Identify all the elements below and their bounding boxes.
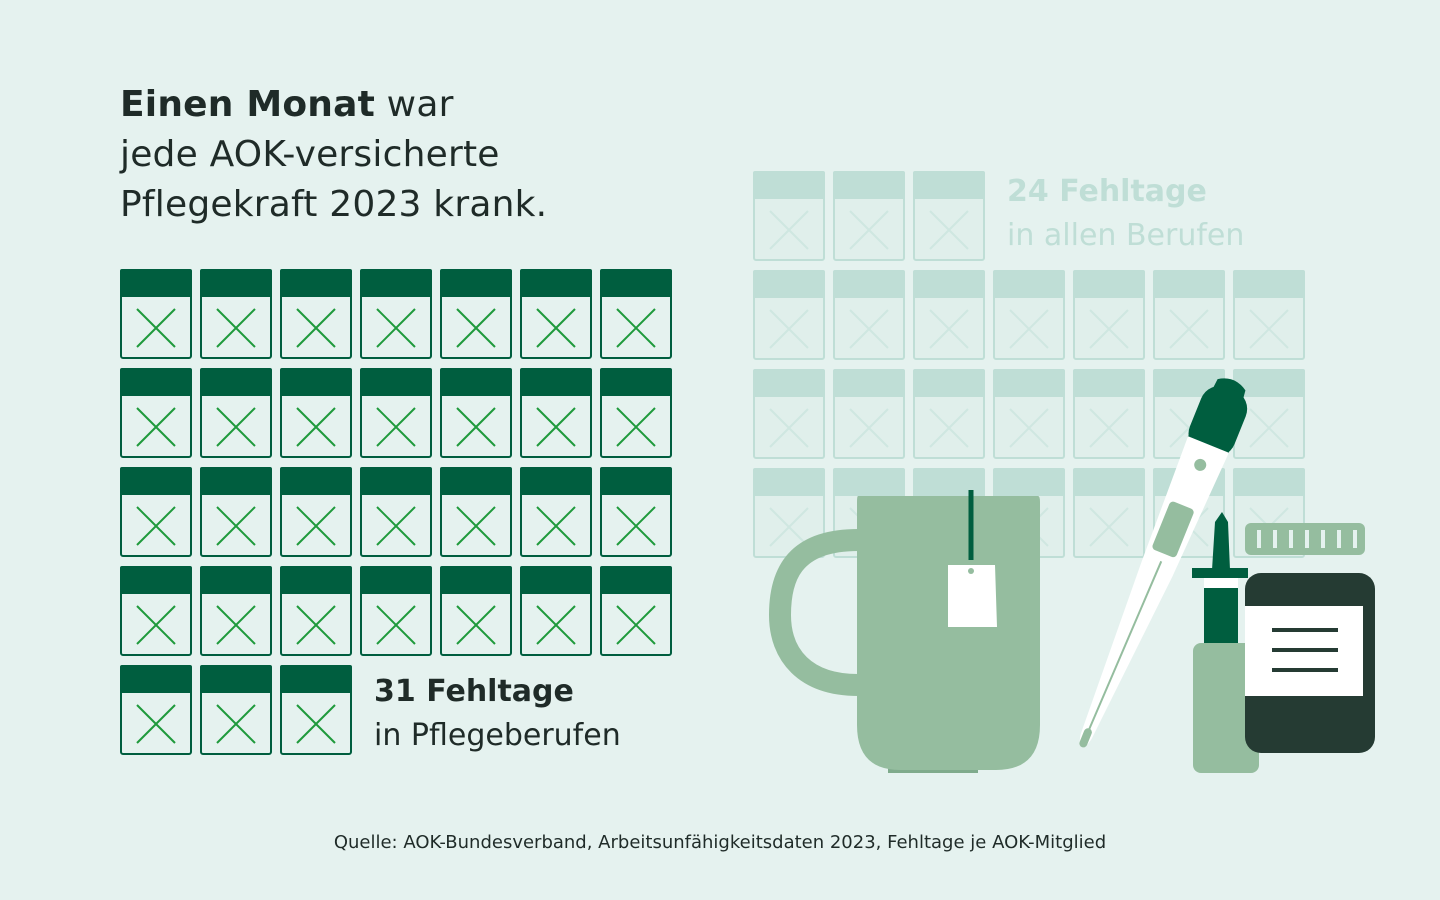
calendar-day-icon <box>200 368 272 458</box>
label-care-text: in Pflegeberufen <box>374 718 621 753</box>
calendar-day-icon <box>913 369 985 459</box>
calendar-day-icon <box>360 368 432 458</box>
calendar-day-icon <box>440 368 512 458</box>
label-all-professions: 24 Fehltage in allen Berufen <box>1007 170 1244 258</box>
calendar-day-icon <box>280 566 352 656</box>
thermometer-icon <box>1079 378 1248 748</box>
calendar-day-icon <box>360 467 432 557</box>
calendar-day-icon <box>753 270 825 360</box>
calendar-day-icon <box>360 269 432 359</box>
calendar-day-icon <box>120 269 192 359</box>
calendar-day-icon <box>520 368 592 458</box>
calendar-day-icon <box>200 566 272 656</box>
label-all-value: 24 Fehltage <box>1007 174 1207 209</box>
headline-bold: Einen Monat <box>120 84 376 125</box>
calendar-day-icon <box>600 467 672 557</box>
calendar-day-icon <box>993 270 1065 360</box>
calendar-day-icon <box>833 171 905 261</box>
calendar-day-icon <box>360 566 432 656</box>
medicine-jar-icon <box>1245 523 1375 753</box>
calendar-day-icon <box>1233 270 1305 360</box>
headline-line-3: Pflegekraft 2023 krank. <box>120 184 548 225</box>
calendar-day-icon <box>1073 468 1145 558</box>
calendar-day-icon <box>120 566 192 656</box>
calendar-day-icon <box>200 665 272 755</box>
headline-line-1-rest: war <box>375 84 454 125</box>
calendar-day-icon <box>1073 369 1145 459</box>
calendar-day-icon <box>520 566 592 656</box>
label-care-professions: 31 Fehltage in Pflegeberufen <box>374 670 621 758</box>
calendar-day-icon <box>280 665 352 755</box>
calendar-day-icon <box>120 368 192 458</box>
headline-line-2: jede AOK-versicherte <box>120 134 500 175</box>
source-note: Quelle: AOK-Bundesverband, Arbeitsunfähi… <box>333 832 1107 853</box>
calendar-day-icon <box>913 270 985 360</box>
calendar-day-icon <box>120 467 192 557</box>
calendar-day-icon <box>1233 369 1305 459</box>
calendar-day-icon <box>280 467 352 557</box>
calendar-day-icon <box>753 171 825 261</box>
calendar-day-icon <box>600 269 672 359</box>
nasal-spray-icon <box>1192 512 1259 773</box>
label-all-text: in allen Berufen <box>1007 218 1245 253</box>
sickness-illustration <box>768 378 1375 773</box>
calendar-day-icon <box>913 171 985 261</box>
tea-mug-icon <box>768 490 1040 773</box>
calendar-day-icon <box>993 369 1065 459</box>
calendar-day-icon <box>600 368 672 458</box>
calendar-day-icon <box>280 269 352 359</box>
calendar-day-icon <box>440 467 512 557</box>
headline: Einen Monat war jede AOK-versicherte Pfl… <box>120 80 547 230</box>
calendar-day-icon <box>200 467 272 557</box>
headline-line-1: Einen Monat war <box>120 80 547 130</box>
calendar-day-icon <box>520 467 592 557</box>
calendar-day-icon <box>600 566 672 656</box>
calendar-day-icon <box>753 468 825 558</box>
calendar-day-icon <box>753 369 825 459</box>
calendar-day-icon <box>520 269 592 359</box>
calendar-day-icon <box>440 566 512 656</box>
calendar-day-icon <box>1073 270 1145 360</box>
label-care-value: 31 Fehltage <box>374 674 574 709</box>
calendar-day-icon <box>833 369 905 459</box>
calendar-day-icon <box>280 368 352 458</box>
calendar-day-icon <box>200 269 272 359</box>
calendar-day-icon <box>833 270 905 360</box>
calendar-day-icon <box>120 665 192 755</box>
calendar-day-icon <box>1153 270 1225 360</box>
calendar-day-icon <box>440 269 512 359</box>
